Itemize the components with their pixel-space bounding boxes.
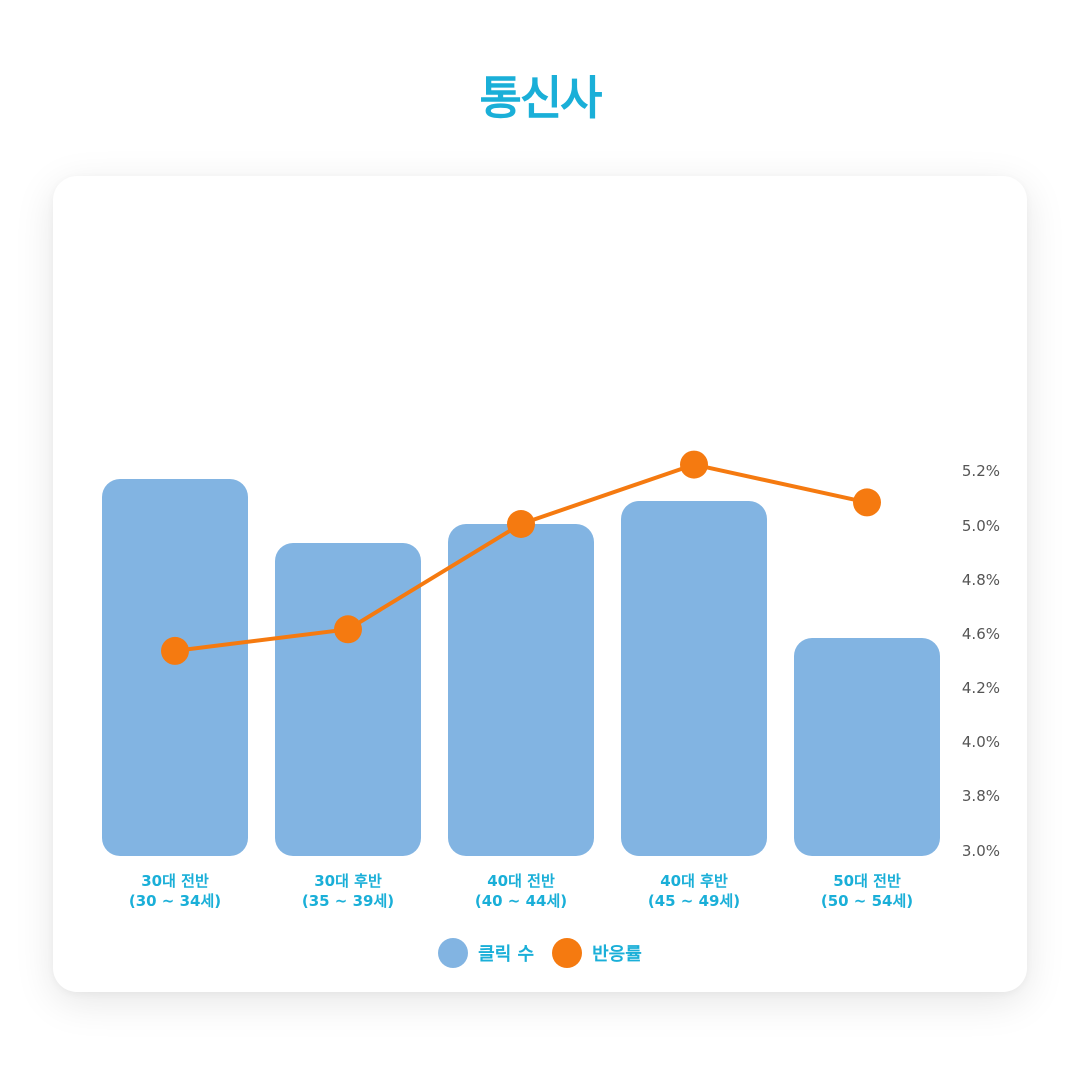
rate-point-5 xyxy=(853,488,881,517)
rate-point-1 xyxy=(161,636,189,665)
y-tick-label: 4.2% xyxy=(962,679,1000,697)
y-tick-label: 5.2% xyxy=(962,462,1000,480)
page-title: 통신사 xyxy=(479,71,603,125)
category-label-4: 40대 후반 (45 ~ 49세) xyxy=(648,872,740,910)
category-label-2: 30대 후반 (35 ~ 39세) xyxy=(302,872,394,910)
bar-2 xyxy=(275,543,421,856)
y-tick-label: 4.8% xyxy=(962,571,1000,589)
legend-label-clicks: 클릭 수 xyxy=(478,944,535,965)
legend-swatch-response-rate xyxy=(552,938,583,968)
category-label-5: 50대 전반 (50 ~ 54세) xyxy=(821,872,913,910)
y-tick-label: 3.8% xyxy=(962,787,1000,805)
y-tick-label: 4.0% xyxy=(962,733,1000,751)
y-tick-label: 4.6% xyxy=(962,625,1000,643)
legend-item-clicks: 클릭 수 xyxy=(438,938,534,968)
y-tick-label: 3.0% xyxy=(962,842,1000,860)
y-tick-label: 5.0% xyxy=(962,517,1000,535)
bar-1 xyxy=(102,479,248,856)
rate-point-4 xyxy=(680,450,708,479)
bar-3 xyxy=(448,524,594,856)
rate-point-3 xyxy=(507,510,535,538)
bar-5 xyxy=(794,638,940,856)
bar-4 xyxy=(621,501,767,856)
category-label-1: 30대 전반 (30 ~ 34세) xyxy=(129,872,221,910)
legend-item-response-rate: 반응률 xyxy=(552,938,642,968)
legend-swatch-clicks xyxy=(438,938,469,968)
legend-label-response-rate: 반응률 xyxy=(592,944,642,965)
rate-point-2 xyxy=(334,615,362,644)
legend: 클릭 수 반응률 xyxy=(0,938,1080,968)
category-label-3: 40대 전반 (40 ~ 44세) xyxy=(475,872,567,910)
